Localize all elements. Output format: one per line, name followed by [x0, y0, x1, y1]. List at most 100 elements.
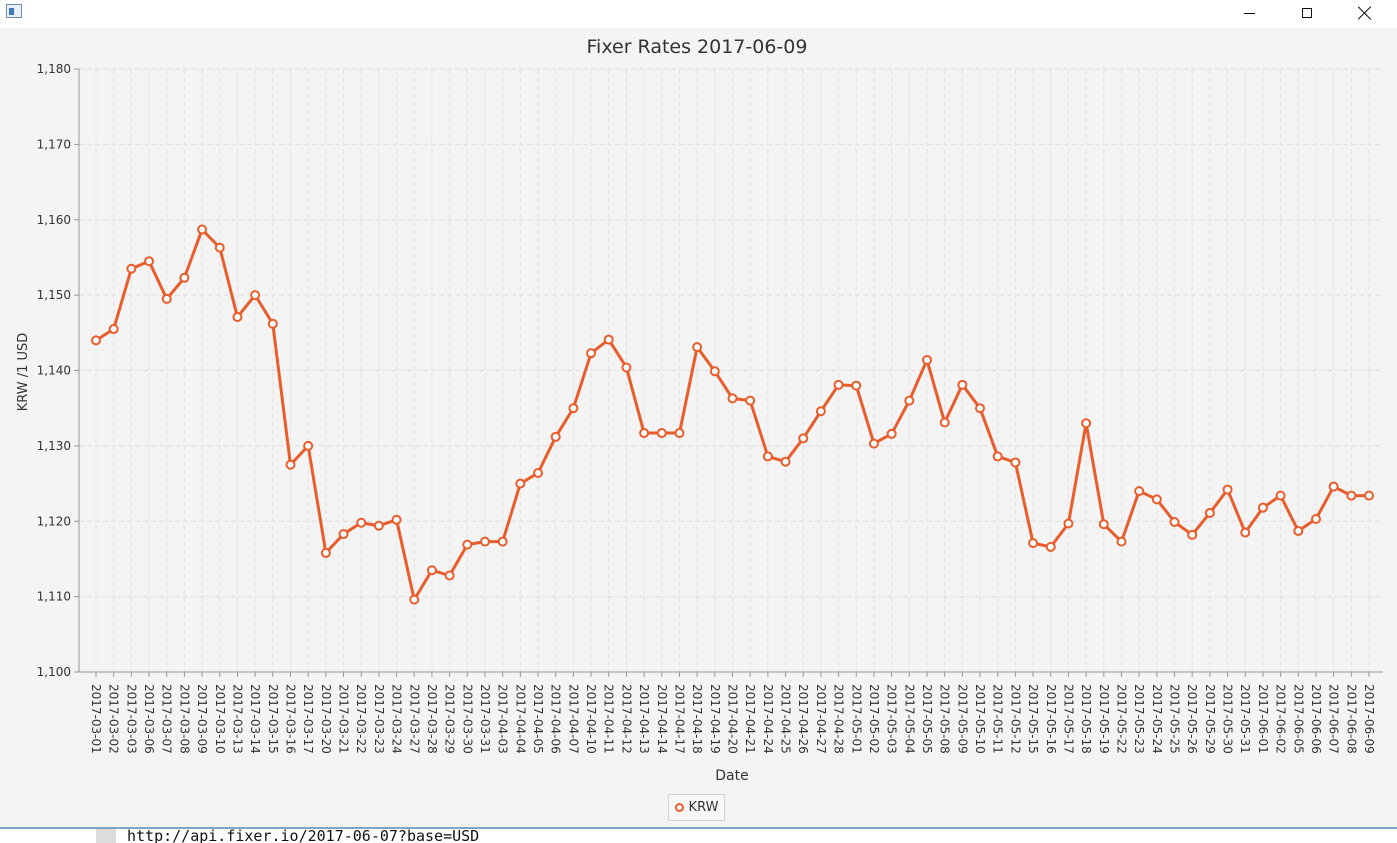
- x-tick-label: 2017-03-10: [213, 684, 227, 754]
- data-point: [373, 520, 384, 531]
- data-point: [568, 403, 579, 414]
- y-tick-label: 1,150: [37, 288, 71, 302]
- y-tick-label: 1,110: [37, 590, 71, 604]
- x-tick-label: 2017-03-17: [301, 684, 315, 754]
- x-tick-label: 2017-03-29: [443, 684, 457, 754]
- x-tick-label: 2017-06-06: [1309, 684, 1323, 754]
- x-tick-label: 2017-05-24: [1150, 684, 1164, 754]
- x-tick-label: 2017-05-16: [1044, 684, 1058, 754]
- data-point: [126, 263, 137, 274]
- data-point: [1045, 541, 1056, 552]
- x-tick-label: 2017-05-11: [991, 684, 1005, 754]
- data-point: [533, 468, 544, 479]
- chart-grid: [79, 68, 1383, 673]
- data-point: [391, 514, 402, 525]
- close-button[interactable]: [1342, 0, 1388, 26]
- maximize-icon: [1302, 8, 1312, 18]
- x-axis-ticks: 2017-03-01 2017-03-02 2017-03-03 2017-03-06…: [89, 672, 1376, 754]
- line-chart: Fixer Rates 2017-06-09 1,1001,1101,1201,…: [16, 36, 1383, 784]
- x-tick-label: 2017-04-14: [655, 684, 669, 754]
- data-point: [1328, 481, 1339, 492]
- data-point: [1134, 486, 1145, 497]
- minimize-button[interactable]: [1226, 0, 1272, 26]
- y-tick-label: 1,180: [37, 62, 71, 76]
- x-tick-label: 2017-06-01: [1256, 684, 1270, 754]
- x-tick-label: 2017-05-30: [1221, 684, 1235, 754]
- data-point: [674, 428, 685, 439]
- maximize-button[interactable]: [1284, 0, 1330, 26]
- x-tick-label: 2017-05-03: [885, 684, 899, 754]
- minimize-icon: [1243, 12, 1255, 14]
- data-point: [921, 354, 932, 365]
- y-tick-label: 1,100: [37, 665, 71, 679]
- y-axis-ticks: 1,100 1,110 1,120 1,130 1,140 1,150 1,160 1,170…: [37, 62, 79, 679]
- x-tick-label: 2017-03-09: [195, 684, 209, 754]
- data-point: [197, 224, 208, 235]
- data-point: [356, 517, 367, 528]
- data-point: [639, 428, 650, 439]
- data-point: [992, 451, 1003, 462]
- data-point: [727, 393, 738, 404]
- circle-marker-icon: [674, 803, 684, 812]
- data-point: [179, 272, 190, 283]
- data-point: [1240, 527, 1251, 538]
- data-point: [833, 379, 844, 390]
- data-point: [108, 324, 119, 335]
- data-point: [1293, 526, 1304, 537]
- data-point: [868, 438, 879, 449]
- x-tick-label: 2017-03-28: [425, 684, 439, 754]
- x-tick-label: 2017-03-30: [460, 684, 474, 754]
- x-tick-label: 2017-03-02: [107, 684, 121, 754]
- data-point: [1028, 538, 1039, 549]
- data-point: [550, 431, 561, 442]
- y-tick-label: 1,140: [37, 364, 71, 378]
- data-point: [692, 342, 703, 353]
- x-tick-label: 2017-04-26: [796, 684, 810, 754]
- data-point: [621, 362, 632, 373]
- x-tick-label: 2017-04-24: [761, 684, 775, 754]
- data-point: [285, 459, 296, 470]
- x-tick-label: 2017-05-26: [1185, 684, 1199, 754]
- x-tick-label: 2017-04-19: [708, 684, 722, 754]
- data-point: [91, 335, 101, 346]
- data-point: [586, 348, 597, 359]
- x-tick-label: 2017-05-17: [1061, 684, 1075, 754]
- data-point: [267, 318, 278, 329]
- data-point: [798, 433, 809, 444]
- x-tick-label: 2017-05-05: [920, 684, 934, 754]
- data-point: [1346, 490, 1357, 501]
- data-point: [904, 395, 915, 406]
- y-axis-label: KRW /1 USD: [16, 333, 31, 412]
- data-point: [144, 256, 155, 267]
- x-tick-label: 2017-05-09: [955, 684, 969, 754]
- x-tick-label: 2017-03-16: [283, 684, 297, 754]
- x-tick-label: 2017-03-15: [266, 684, 280, 754]
- x-tick-label: 2017-04-20: [726, 684, 740, 754]
- x-tick-label: 2017-04-13: [637, 684, 651, 754]
- java-window-icon[interactable]: [6, 4, 22, 18]
- data-point: [303, 440, 314, 451]
- data-point: [745, 395, 756, 406]
- console-area: http://api.fixer.io/2017-06-07?base=USD: [0, 827, 1397, 843]
- x-tick-label: 2017-04-07: [566, 684, 580, 754]
- console-scrollbar[interactable]: [96, 829, 116, 843]
- data-point: [1257, 502, 1268, 513]
- legend-label-krw: KRW: [688, 800, 719, 815]
- x-tick-label: 2017-03-13: [230, 684, 244, 754]
- data-point: [161, 293, 172, 304]
- data-point: [603, 334, 614, 345]
- x-tick-label: 2017-03-23: [372, 684, 386, 754]
- data-point: [780, 456, 791, 467]
- data-point: [1010, 457, 1021, 468]
- x-tick-label: 2017-04-25: [779, 684, 793, 754]
- chart-legend: KRW: [668, 794, 725, 821]
- data-point: [1116, 536, 1127, 547]
- x-tick-label: 2017-04-18: [690, 684, 704, 754]
- data-point: [250, 290, 261, 301]
- x-tick-label: 2017-04-27: [814, 684, 828, 754]
- x-tick-label: 2017-05-31: [1238, 684, 1252, 754]
- x-tick-label: 2017-05-08: [938, 684, 952, 754]
- data-point: [1364, 490, 1374, 501]
- chart-title: Fixer Rates 2017-06-09: [587, 36, 808, 58]
- data-point: [1081, 418, 1092, 429]
